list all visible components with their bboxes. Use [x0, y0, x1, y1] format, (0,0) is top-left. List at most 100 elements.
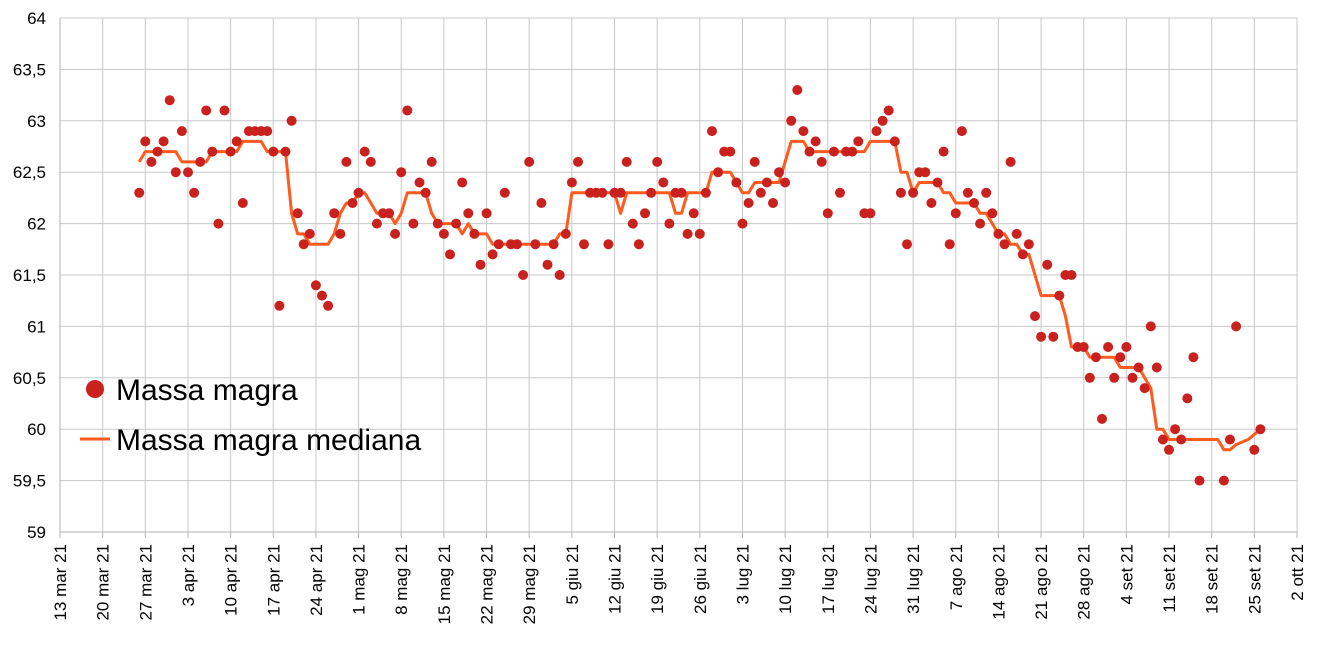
data-point — [262, 126, 273, 137]
data-point — [664, 218, 675, 229]
data-point — [646, 187, 657, 198]
data-point — [335, 228, 346, 239]
data-point — [1090, 352, 1101, 363]
data-point — [152, 146, 163, 157]
y-tick-label: 59 — [27, 523, 46, 542]
data-point — [713, 167, 724, 178]
data-point — [962, 187, 973, 198]
data-point — [323, 300, 334, 311]
data-point — [524, 156, 535, 167]
data-point — [207, 146, 218, 157]
data-point — [310, 280, 321, 291]
data-point — [280, 146, 291, 157]
data-point — [1157, 434, 1168, 445]
x-tick-label: 21 ago 21 — [1032, 544, 1051, 620]
data-point — [975, 218, 986, 229]
data-point — [402, 105, 413, 116]
data-point — [396, 167, 407, 178]
y-tick-label: 60,5 — [13, 369, 46, 388]
data-point — [451, 218, 462, 229]
data-point — [189, 187, 200, 198]
x-tick-label: 17 lug 21 — [819, 544, 838, 614]
data-point — [554, 270, 565, 280]
data-point — [1176, 434, 1187, 445]
data-point — [390, 228, 401, 239]
data-point — [786, 115, 797, 126]
data-point — [164, 95, 175, 106]
points-layer — [134, 85, 1266, 486]
data-point — [408, 218, 419, 229]
x-tick-label: 28 ago 21 — [1075, 544, 1094, 620]
x-tick-label: 3 apr 21 — [179, 544, 198, 606]
data-point — [237, 198, 248, 208]
data-point — [347, 198, 358, 208]
data-point — [871, 126, 882, 137]
data-point — [438, 228, 449, 239]
data-point — [676, 187, 687, 198]
data-point — [445, 249, 455, 260]
data-point — [140, 136, 151, 147]
data-point — [774, 167, 784, 178]
data-point — [341, 156, 352, 167]
data-point — [1078, 342, 1089, 352]
data-point — [761, 177, 772, 188]
data-point — [1011, 228, 1022, 239]
data-point — [847, 146, 858, 157]
y-tick-label: 61 — [27, 317, 46, 336]
data-point — [932, 177, 943, 188]
data-point — [1182, 393, 1193, 404]
y-tick-label: 61,5 — [13, 266, 46, 285]
data-point — [1231, 321, 1242, 332]
data-point — [1054, 290, 1065, 301]
x-tick-label: 12 giu 21 — [606, 544, 625, 614]
data-point — [889, 136, 900, 147]
median-line-layer — [137, 139, 1262, 452]
x-tick-label: 1 mag 21 — [350, 544, 369, 615]
data-point — [176, 126, 187, 137]
x-tick-label: 25 set 21 — [1245, 544, 1264, 614]
x-tick-label: 14 ago 21 — [989, 544, 1008, 620]
data-point — [956, 126, 967, 137]
data-point — [731, 177, 742, 188]
data-point — [542, 259, 553, 270]
data-point — [481, 208, 492, 219]
data-point — [749, 156, 760, 167]
data-point — [987, 208, 998, 219]
data-point — [195, 156, 206, 167]
data-point — [231, 136, 242, 147]
y-tick-labels: 59 59,5 60 60,5 61 61,5 62 62,5 63 63,5 64 — [13, 9, 46, 542]
data-point — [780, 177, 791, 188]
x-tick-label: 26 giu 21 — [691, 544, 710, 614]
data-point — [292, 208, 303, 219]
data-point — [329, 208, 340, 219]
data-point — [1151, 362, 1162, 373]
x-tick-label: 20 mar 21 — [94, 544, 113, 621]
data-point — [969, 198, 979, 208]
data-point — [725, 146, 736, 157]
x-tick-label: 10 apr 21 — [222, 544, 241, 616]
data-point — [1127, 372, 1138, 383]
data-point — [353, 187, 364, 198]
data-point — [950, 208, 961, 219]
data-point — [883, 105, 894, 116]
data-point — [737, 218, 748, 229]
data-point — [286, 115, 297, 126]
x-tick-label: 8 mag 21 — [392, 544, 411, 615]
data-point — [828, 146, 839, 157]
data-point — [902, 239, 912, 250]
data-point — [652, 156, 663, 167]
data-point — [1084, 372, 1095, 383]
x-tick-label: 4 set 21 — [1117, 544, 1136, 605]
data-point — [298, 239, 309, 250]
legend-marker-massa-magra — [86, 380, 104, 398]
data-point — [475, 259, 486, 270]
data-point — [1005, 156, 1016, 167]
data-point — [682, 228, 693, 239]
data-point — [1133, 362, 1144, 373]
data-point — [944, 239, 955, 250]
data-point — [633, 239, 644, 250]
data-point — [908, 187, 919, 198]
y-tick-label: 59,5 — [13, 472, 46, 491]
y-tick-label: 64 — [27, 9, 46, 28]
